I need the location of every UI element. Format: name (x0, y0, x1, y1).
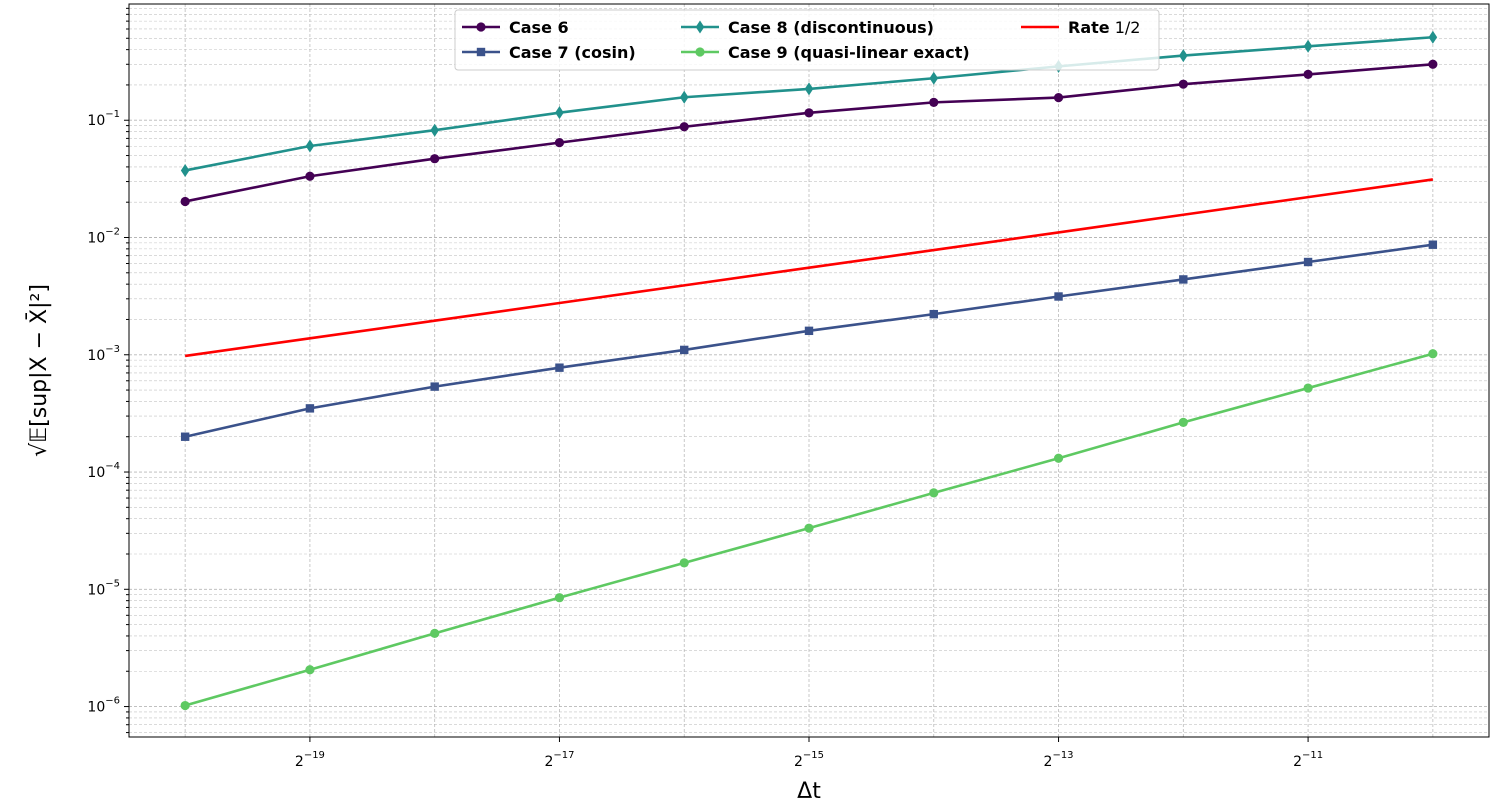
series-case-9-quasi-linear-exact (180, 349, 1438, 711)
series-rate-1-2 (184, 178, 1434, 358)
data-point (1428, 240, 1438, 249)
data-point (305, 139, 315, 153)
series-case-6 (180, 59, 1438, 207)
y-tick-label: 10−6 (87, 696, 120, 716)
data-point (305, 171, 315, 181)
data-point (804, 523, 814, 533)
data-point (929, 97, 939, 107)
legend-item: Case 6 (462, 18, 569, 37)
data-point (180, 196, 190, 207)
data-point (804, 326, 814, 336)
data-point (679, 122, 689, 132)
data-point (430, 154, 440, 164)
data-point (1179, 49, 1188, 63)
legend-item: Case 8 (discontinuous) (681, 18, 934, 37)
data-point (555, 106, 564, 120)
data-point (804, 108, 814, 118)
x-tick-label: 2−19 (295, 750, 325, 770)
y-tick-label: 10−2 (87, 226, 120, 246)
data-point (180, 700, 190, 711)
ticks-layer: 2−19 2−17 2−15 2−13 2−11 10−6 10−5 10−4 10−3 10−2… (87, 7, 1323, 770)
axis-titles: Δt √𝔼[sup|X − X̄|²] (26, 284, 821, 804)
data-point (929, 488, 939, 498)
data-point (180, 432, 190, 441)
data-point (929, 309, 938, 319)
x-tick-label: 2−11 (1293, 750, 1323, 770)
data-point (305, 665, 315, 675)
legend-item: Rate 1/2 (1021, 18, 1140, 37)
legend: Case 6 Case 8 (discontinuous) Rate 1/2 Case… (454, 9, 1160, 71)
x-tick-label: 2−13 (1044, 750, 1074, 770)
legend-label: Case 9 (quasi-linear exact) (728, 43, 970, 62)
data-point (1428, 30, 1438, 44)
data-point (554, 593, 565, 603)
y-tick-label: 10−5 (87, 578, 120, 598)
data-point (430, 628, 440, 638)
series-layer (180, 30, 1438, 711)
data-point (1428, 349, 1438, 359)
data-point (679, 90, 689, 104)
data-point (1303, 39, 1313, 53)
data-point (1303, 383, 1313, 393)
data-point (554, 138, 565, 148)
y-tick-label: 10−4 (87, 461, 120, 481)
legend-marker (695, 20, 705, 34)
data-point (679, 558, 689, 568)
x-tick-label: 2−17 (544, 750, 574, 770)
legend-label: Case 7 (cosin) (509, 43, 636, 62)
legend-box (454, 9, 1160, 71)
legend-item: Case 9 (quasi-linear exact) (681, 43, 970, 62)
data-point (1178, 417, 1188, 427)
legend-label: Case 6 (509, 18, 569, 37)
data-point (680, 345, 689, 355)
legend-marker (695, 47, 705, 57)
data-point (1303, 69, 1313, 79)
data-point (804, 82, 814, 96)
data-point (1303, 257, 1313, 267)
data-point (1053, 92, 1064, 103)
legend-marker (476, 22, 486, 32)
data-point (1428, 59, 1438, 69)
legend-label: Case 8 (discontinuous) (728, 18, 934, 37)
legend-item: Case 7 (cosin) (462, 43, 636, 62)
y-tick-label: 10−3 (87, 344, 120, 364)
legend-marker (476, 47, 486, 57)
y-tick-label: 10−1 (87, 109, 120, 129)
data-point (1054, 292, 1063, 301)
data-point (555, 363, 564, 372)
y-axis-title: √𝔼[sup|X − X̄|²] (26, 284, 52, 457)
series-case-8-discontinuous (180, 30, 1438, 177)
data-point (305, 404, 315, 413)
data-point (1179, 275, 1188, 284)
x-tick-label: 2−15 (794, 750, 824, 770)
series-case-7-cosin (180, 240, 1438, 441)
data-point (1178, 79, 1188, 89)
data-point (430, 123, 439, 137)
data-point (180, 163, 190, 177)
data-point (1053, 453, 1064, 463)
data-point (929, 71, 939, 85)
series-line (184, 178, 1434, 358)
x-axis-title: Δt (797, 779, 821, 804)
data-point (430, 382, 439, 391)
legend-label: Rate 1/2 (1068, 18, 1140, 37)
